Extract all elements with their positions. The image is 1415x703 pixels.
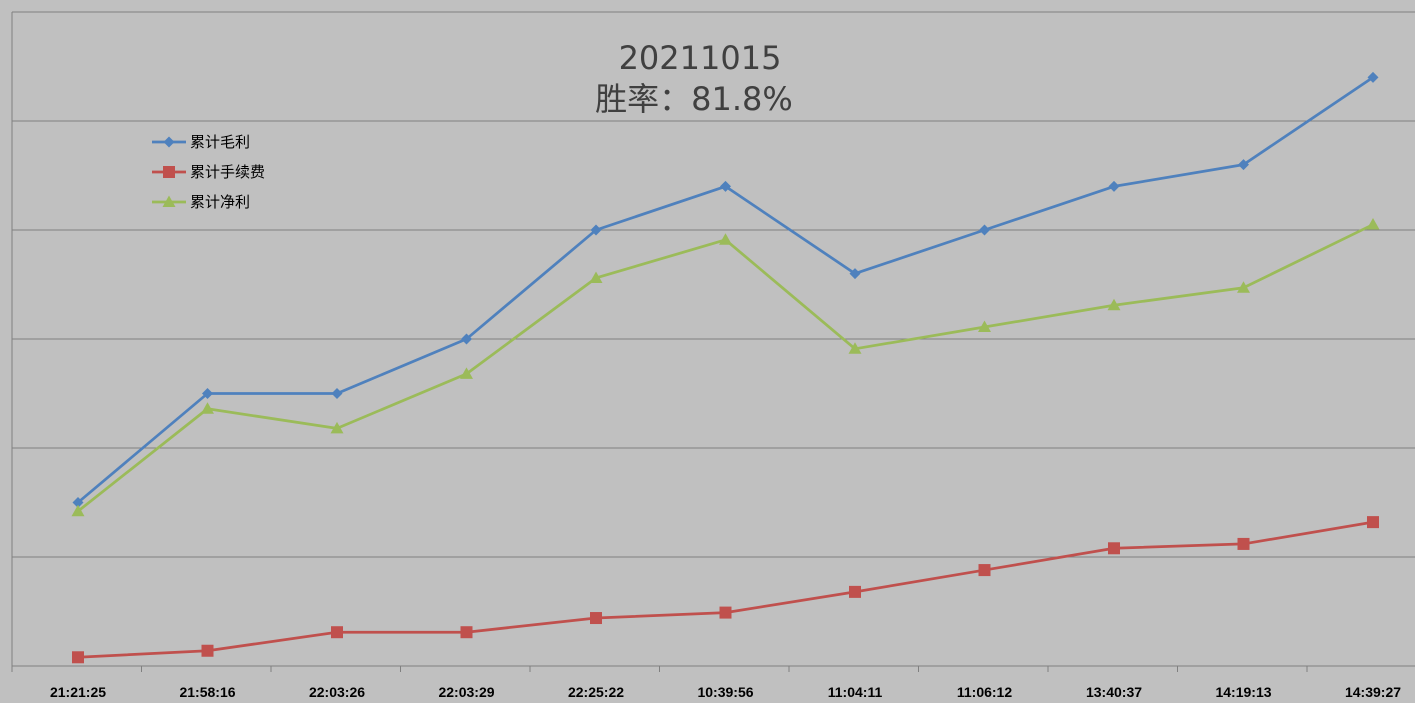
- data-point-marker: [979, 224, 990, 236]
- series-square: [72, 516, 1379, 664]
- data-point-marker: [978, 564, 991, 577]
- data-point-marker: [849, 585, 861, 598]
- x-axis: [11, 12, 1415, 672]
- data-point-marker: [590, 224, 602, 236]
- data-point-marker: [72, 651, 84, 664]
- x-tick-label: 21:58:16: [179, 684, 235, 700]
- x-tick-label: 11:04:11: [828, 684, 883, 700]
- data-point-marker: [978, 320, 991, 333]
- x-tick-label: 13:40:37: [1086, 684, 1142, 700]
- data-point-marker: [849, 268, 861, 280]
- data-point-marker: [331, 388, 343, 399]
- data-point-marker: [1366, 218, 1380, 230]
- data-point-marker: [162, 195, 176, 207]
- data-point-marker: [720, 180, 731, 192]
- x-tick-label: 14:39:27: [1345, 684, 1401, 700]
- data-point-marker: [1108, 180, 1120, 192]
- legend-label: 累计净利: [190, 193, 250, 211]
- data-point-marker: [461, 333, 472, 345]
- data-point-marker: [331, 626, 343, 639]
- legend-item: 累计手续费: [152, 163, 265, 181]
- x-tick-labels: 21:21:25 21:58:16 22:03:26 22:03:29 22:25:22…: [50, 684, 1401, 700]
- series-triangle: [71, 218, 1380, 517]
- data-point-marker: [163, 136, 175, 148]
- x-tick-label: 10:39:56: [697, 684, 753, 700]
- series-diamond: [72, 71, 1379, 508]
- legend-item: 累计净利: [152, 193, 250, 211]
- series-group: [71, 71, 1380, 664]
- data-point-marker: [460, 626, 473, 639]
- data-point-marker: [460, 367, 473, 379]
- chart-subtitle: 胜率：81.8%: [595, 80, 793, 118]
- data-point-marker: [201, 644, 214, 657]
- data-point-marker: [1367, 71, 1379, 83]
- x-tick-label: 22:03:29: [438, 684, 494, 700]
- data-point-marker: [589, 271, 603, 283]
- data-point-marker: [1237, 281, 1250, 293]
- legend-label: 累计毛利: [190, 133, 250, 151]
- data-point-marker: [719, 606, 732, 619]
- data-point-marker: [72, 497, 84, 508]
- x-tick-label: 14:19:13: [1215, 684, 1271, 700]
- legend-label: 累计手续费: [190, 163, 265, 181]
- data-point-marker: [848, 342, 862, 354]
- x-tick-label: 22:03:26: [309, 684, 365, 700]
- data-point-marker: [1238, 159, 1249, 171]
- chart-title: 20211015: [619, 39, 782, 77]
- x-tick-label: 21:21:25: [50, 684, 106, 700]
- x-tick-label: 22:25:22: [568, 684, 624, 700]
- data-point-marker: [1367, 516, 1379, 529]
- data-point-marker: [330, 421, 344, 434]
- data-point-marker: [201, 402, 214, 414]
- data-point-marker: [163, 166, 175, 178]
- data-point-marker: [202, 388, 213, 399]
- data-point-marker: [590, 612, 602, 625]
- data-point-marker: [719, 233, 732, 245]
- data-point-marker: [1237, 537, 1250, 550]
- data-point-marker: [71, 504, 85, 517]
- data-point-marker: [1108, 542, 1120, 555]
- legend-item: 累计毛利: [152, 133, 250, 151]
- data-point-marker: [1107, 298, 1121, 311]
- x-tick-label: 11:06:12: [957, 684, 1012, 700]
